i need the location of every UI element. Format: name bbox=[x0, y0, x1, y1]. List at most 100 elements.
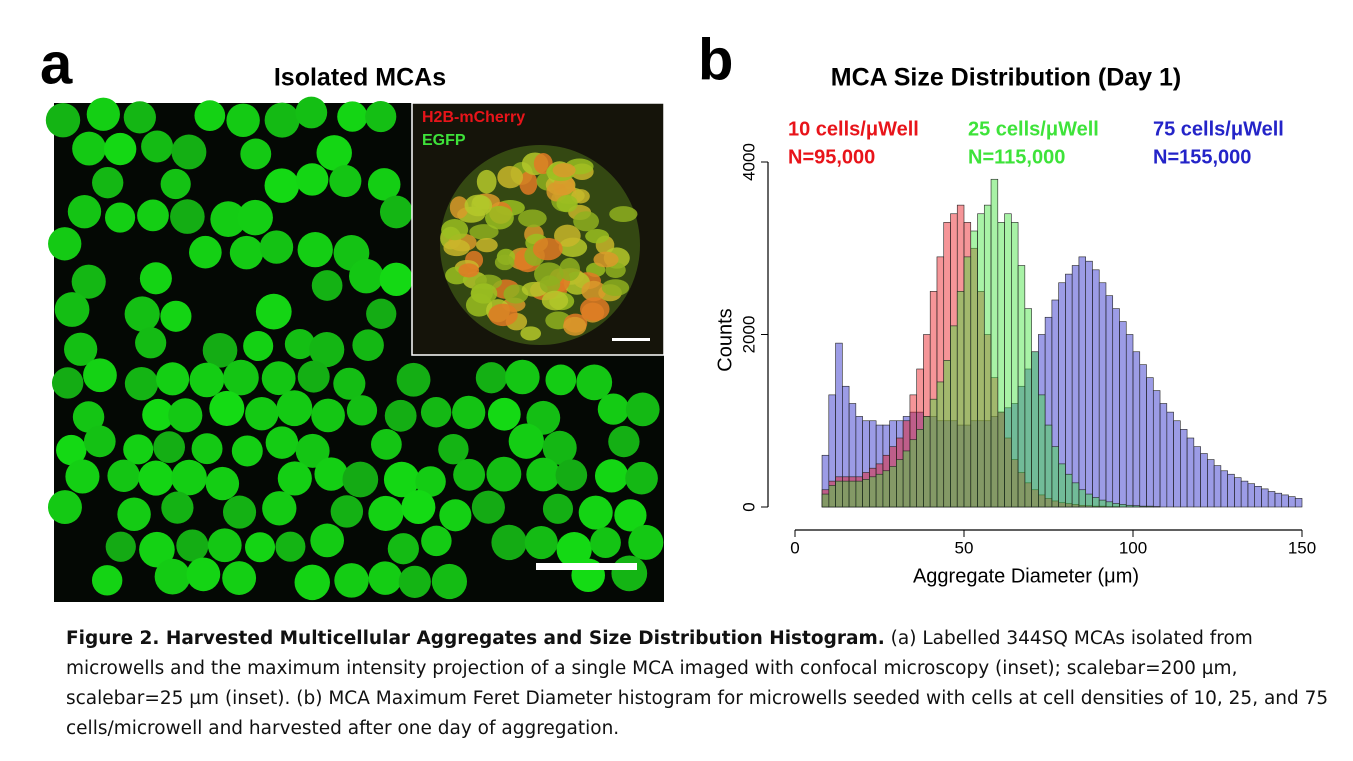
aggregate bbox=[202, 333, 238, 368]
plot: 0 50 100 150 0 2000 4000 10 cells/μWell N=95,000… bbox=[739, 118, 1316, 557]
panel-title: Isolated MCAs bbox=[274, 64, 446, 92]
cell bbox=[470, 283, 498, 304]
aggregate bbox=[491, 524, 527, 561]
aggregate bbox=[367, 168, 401, 201]
aggregate bbox=[51, 367, 84, 399]
bar bbox=[1119, 321, 1127, 508]
aggregate bbox=[265, 426, 299, 459]
aggregate bbox=[284, 328, 316, 360]
caption-title: Figure 2. Harvested Multicellular Aggreg… bbox=[66, 628, 885, 649]
bar bbox=[943, 360, 951, 508]
aggregate bbox=[384, 399, 417, 432]
aggregate bbox=[352, 329, 384, 361]
aggregate bbox=[194, 100, 226, 132]
y-axis-label: Counts bbox=[714, 308, 736, 371]
aggregate bbox=[475, 362, 508, 394]
bar bbox=[1267, 491, 1276, 508]
cell bbox=[519, 171, 538, 195]
aggregate bbox=[276, 390, 313, 427]
aggregate bbox=[191, 433, 223, 465]
aggregate bbox=[255, 293, 292, 330]
legend-count: N=115,000 bbox=[968, 146, 1065, 168]
cell bbox=[476, 169, 497, 194]
aggregate bbox=[295, 433, 330, 468]
legend-count: N=95,000 bbox=[788, 146, 875, 168]
aggregate bbox=[508, 423, 544, 459]
bar bbox=[1281, 494, 1289, 508]
bar bbox=[963, 256, 972, 508]
bar bbox=[1125, 334, 1134, 508]
cell bbox=[494, 254, 515, 271]
aggregate bbox=[439, 499, 472, 532]
bar bbox=[1065, 473, 1073, 508]
bar bbox=[821, 493, 830, 508]
cell bbox=[552, 163, 576, 178]
aggregate bbox=[346, 395, 378, 426]
aggregate bbox=[337, 101, 368, 132]
aggregate bbox=[222, 495, 257, 529]
aggregate bbox=[244, 532, 276, 563]
cell bbox=[485, 205, 514, 230]
bar bbox=[1024, 308, 1032, 508]
aggregate bbox=[608, 425, 640, 458]
aggregate bbox=[168, 398, 203, 433]
aggregate bbox=[123, 434, 154, 465]
bar bbox=[1247, 483, 1255, 508]
bar bbox=[862, 479, 870, 508]
aggregate bbox=[296, 163, 329, 196]
aggregate bbox=[545, 364, 577, 396]
x-tick-label: 100 bbox=[1119, 538, 1147, 557]
aggregate bbox=[223, 359, 259, 396]
chart-title: MCA Size Distribution (Day 1) bbox=[831, 64, 1182, 92]
bar bbox=[1098, 282, 1107, 508]
aggregate bbox=[231, 435, 263, 467]
bar bbox=[997, 222, 1005, 508]
aggregate bbox=[421, 525, 452, 557]
aggregate bbox=[92, 166, 124, 199]
bar bbox=[902, 450, 911, 508]
bar bbox=[950, 325, 958, 508]
aggregate bbox=[370, 428, 402, 460]
aggregate bbox=[264, 168, 300, 203]
cell bbox=[563, 316, 587, 336]
bar bbox=[1071, 265, 1080, 508]
bar bbox=[1031, 351, 1039, 508]
aggregate bbox=[314, 457, 348, 491]
aggregate bbox=[91, 565, 123, 596]
panel-letter: a bbox=[40, 31, 73, 96]
cell bbox=[601, 279, 630, 296]
aggregate bbox=[505, 359, 540, 395]
bar bbox=[828, 485, 836, 508]
aggregate bbox=[264, 102, 300, 138]
aggregate bbox=[628, 524, 664, 560]
aggregate bbox=[333, 367, 366, 400]
aggregate bbox=[576, 364, 613, 401]
bar bbox=[1254, 485, 1262, 508]
aggregate bbox=[365, 101, 397, 133]
bar bbox=[1261, 488, 1269, 508]
aggregate bbox=[243, 330, 274, 362]
bar bbox=[1274, 492, 1283, 508]
y-tick-label: 4000 bbox=[739, 143, 758, 181]
aggregate bbox=[170, 199, 205, 234]
bar bbox=[1004, 213, 1012, 508]
bar bbox=[1234, 477, 1242, 508]
aggregate bbox=[342, 461, 379, 498]
aggregate bbox=[67, 194, 102, 229]
aggregate bbox=[153, 431, 186, 464]
cell bbox=[585, 229, 610, 244]
aggregate bbox=[65, 459, 100, 494]
bar bbox=[889, 466, 897, 508]
aggregate bbox=[186, 557, 221, 592]
aggregate bbox=[526, 457, 561, 492]
bar bbox=[970, 230, 978, 508]
bar bbox=[1220, 470, 1228, 508]
bar bbox=[1105, 295, 1114, 508]
aggregate bbox=[160, 300, 192, 332]
bar bbox=[1078, 256, 1086, 508]
aggregate bbox=[334, 563, 369, 598]
bar bbox=[1119, 504, 1127, 508]
aggregate bbox=[614, 499, 647, 532]
x-tick-label: 50 bbox=[955, 538, 974, 557]
